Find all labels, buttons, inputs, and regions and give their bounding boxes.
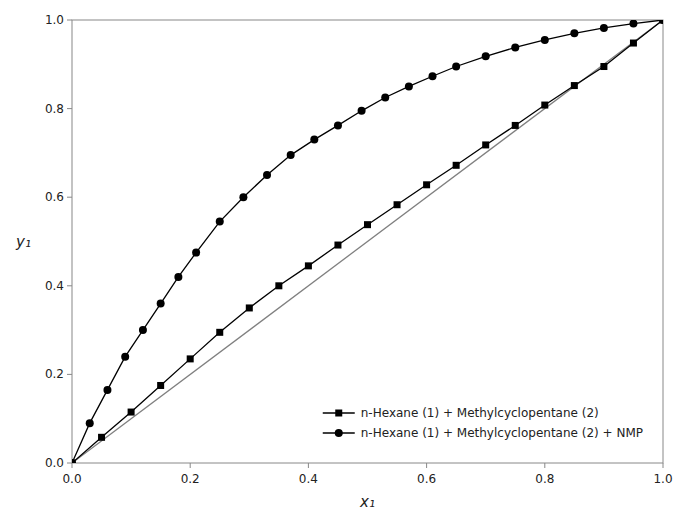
- data-point: [394, 201, 401, 208]
- data-point: [305, 262, 312, 269]
- data-point: [423, 181, 430, 188]
- data-point: [174, 273, 182, 281]
- data-point: [72, 459, 76, 463]
- y-tick: [67, 108, 72, 109]
- x-tick: [72, 463, 73, 468]
- y-tick-label: 0.2: [45, 367, 64, 381]
- data-point: [541, 36, 549, 44]
- data-point: [571, 82, 578, 89]
- data-point: [310, 136, 318, 144]
- data-point: [660, 20, 664, 24]
- x-tick: [544, 463, 545, 468]
- data-point: [541, 102, 548, 109]
- data-point: [358, 107, 366, 115]
- legend-marker: [335, 429, 343, 437]
- data-point: [452, 63, 460, 71]
- data-point: [334, 242, 341, 249]
- data-point: [86, 419, 94, 427]
- y-tick-label: 0.8: [45, 102, 64, 116]
- legend-label: n-Hexane (1) + Methylcyclopentane (2): [361, 406, 599, 420]
- y-tick-label: 0.0: [45, 456, 64, 470]
- series: [72, 20, 663, 463]
- plot-area: [72, 20, 663, 463]
- series-line: [72, 20, 663, 463]
- chart: 0.0 0.2 0.4 0.6 0.8 1.0 0.0 0.2 0.4 0.6 0.8 1.0 x₁ y₁…: [0, 0, 685, 521]
- x-tick-label: 0.4: [299, 472, 318, 486]
- data-point: [630, 40, 637, 47]
- data-point: [121, 353, 129, 361]
- x-tick: [308, 463, 309, 468]
- plot-frame: [72, 20, 663, 463]
- y-tick-label: 1.0: [45, 13, 64, 27]
- data-point: [139, 326, 147, 334]
- data-point: [659, 20, 663, 24]
- data-point: [246, 304, 253, 311]
- series: [72, 20, 663, 463]
- data-point: [287, 151, 295, 159]
- data-point: [216, 329, 223, 336]
- data-point: [381, 94, 389, 102]
- x-tick: [663, 463, 664, 468]
- x-tick-label: 0.2: [181, 472, 200, 486]
- y-tick: [67, 20, 72, 21]
- data-point: [72, 460, 76, 464]
- data-point: [364, 221, 371, 228]
- data-point: [275, 282, 282, 289]
- data-point: [98, 434, 105, 441]
- x-tick: [190, 463, 191, 468]
- data-point: [157, 300, 165, 308]
- data-point: [482, 52, 490, 60]
- x-tick-label: 0.6: [417, 472, 436, 486]
- series-line: [72, 20, 663, 463]
- data-point: [429, 72, 437, 80]
- y-tick-label: 0.6: [45, 190, 64, 204]
- y-axis-label: y₁: [15, 233, 31, 251]
- data-point: [103, 386, 111, 394]
- data-point: [239, 193, 247, 201]
- data-point: [187, 355, 194, 362]
- x-axis-label: x₁: [359, 493, 375, 511]
- y-tick: [67, 285, 72, 286]
- legend-marker: [335, 410, 342, 417]
- y-tick-label: 0.4: [45, 279, 64, 293]
- data-point: [263, 171, 271, 179]
- legend-label: n-Hexane (1) + Methylcyclopentane (2) + …: [361, 426, 643, 440]
- legend: n-Hexane (1) + Methylcyclopentane (2) n-H…: [323, 406, 643, 440]
- data-point: [216, 218, 224, 226]
- y-tick: [67, 197, 72, 198]
- y-tick: [67, 374, 72, 375]
- x-tick-label: 0.0: [62, 472, 81, 486]
- data-point: [600, 24, 608, 32]
- y-tick: [67, 463, 72, 464]
- series-line: [72, 20, 663, 463]
- axes: 0.0 0.2 0.4 0.6 0.8 1.0 0.0 0.2 0.4 0.6 0.8 1.0: [45, 13, 673, 486]
- data-point: [334, 121, 342, 129]
- data-point: [157, 382, 164, 389]
- data-point: [512, 122, 519, 129]
- data-point: [600, 63, 607, 70]
- x-tick-label: 0.8: [535, 472, 554, 486]
- data-point: [128, 409, 135, 416]
- series: [72, 20, 663, 463]
- data-point: [629, 20, 637, 28]
- data-point: [570, 29, 578, 37]
- x-tick-label: 1.0: [653, 472, 672, 486]
- data-point: [405, 82, 413, 90]
- x-tick: [426, 463, 427, 468]
- data-point: [453, 162, 460, 169]
- data-point: [482, 141, 489, 148]
- data-point: [511, 43, 519, 51]
- data-point: [192, 249, 200, 257]
